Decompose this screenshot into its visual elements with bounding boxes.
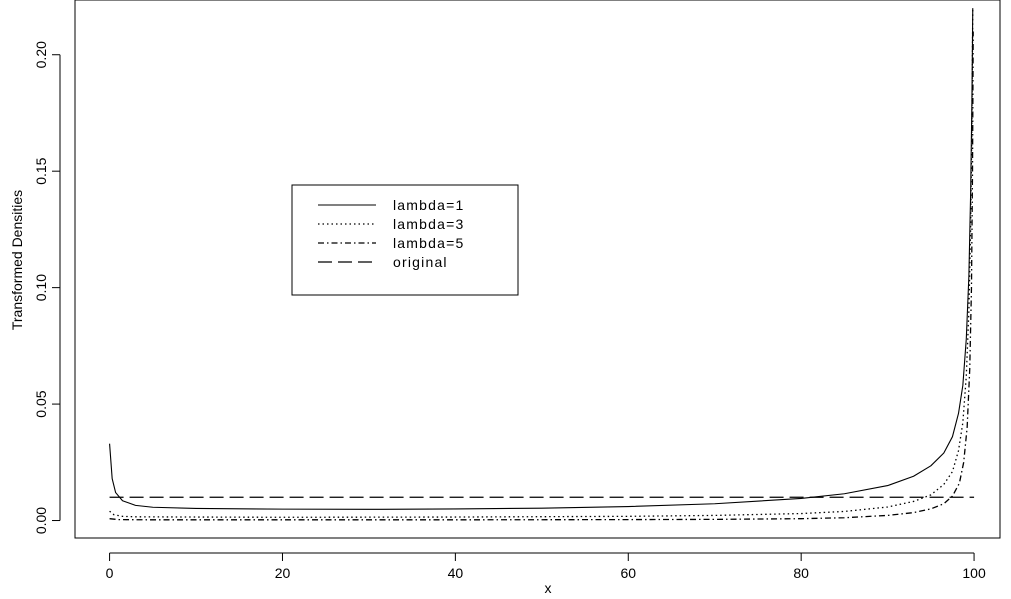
y-tick-label: 0.10 bbox=[33, 274, 49, 301]
x-tick-label: 40 bbox=[448, 565, 464, 581]
y-tick-label: 0.15 bbox=[33, 157, 49, 184]
series-line-lambda-5 bbox=[109, 31, 974, 521]
x-tick-label: 0 bbox=[106, 565, 114, 581]
legend-label: lambda=1 bbox=[393, 197, 464, 213]
legend: lambda=1 lambda=3 lambda=5 original bbox=[291, 184, 519, 296]
x-tick-label: 20 bbox=[275, 565, 291, 581]
plot-frame bbox=[74, 0, 1001, 539]
legend-label: lambda=3 bbox=[393, 216, 464, 232]
x-tick-label: 100 bbox=[962, 565, 986, 581]
series-layer bbox=[109, 8, 975, 521]
x-tick-label: 80 bbox=[793, 565, 809, 581]
legend-label: original bbox=[393, 254, 448, 270]
y-axis-label: Transformed Densities bbox=[9, 190, 25, 330]
series-line-lambda-1 bbox=[109, 8, 974, 510]
y-axis: 0.00 0.05 0.10 0.15 0.20 bbox=[33, 41, 61, 534]
legend-box bbox=[291, 184, 519, 296]
y-tick-label: 0.20 bbox=[33, 41, 49, 68]
x-tick-label: 60 bbox=[620, 565, 636, 581]
x-axis-label: x bbox=[545, 580, 552, 596]
y-tick-label: 0.00 bbox=[33, 507, 49, 534]
y-tick-label: 0.05 bbox=[33, 390, 49, 417]
series-line-lambda-3 bbox=[109, 8, 974, 518]
legend-label: lambda=5 bbox=[393, 235, 464, 251]
legend-items: lambda=1 lambda=3 lambda=5 original bbox=[318, 197, 464, 270]
x-axis: 0 20 40 60 80 100 bbox=[106, 552, 986, 581]
